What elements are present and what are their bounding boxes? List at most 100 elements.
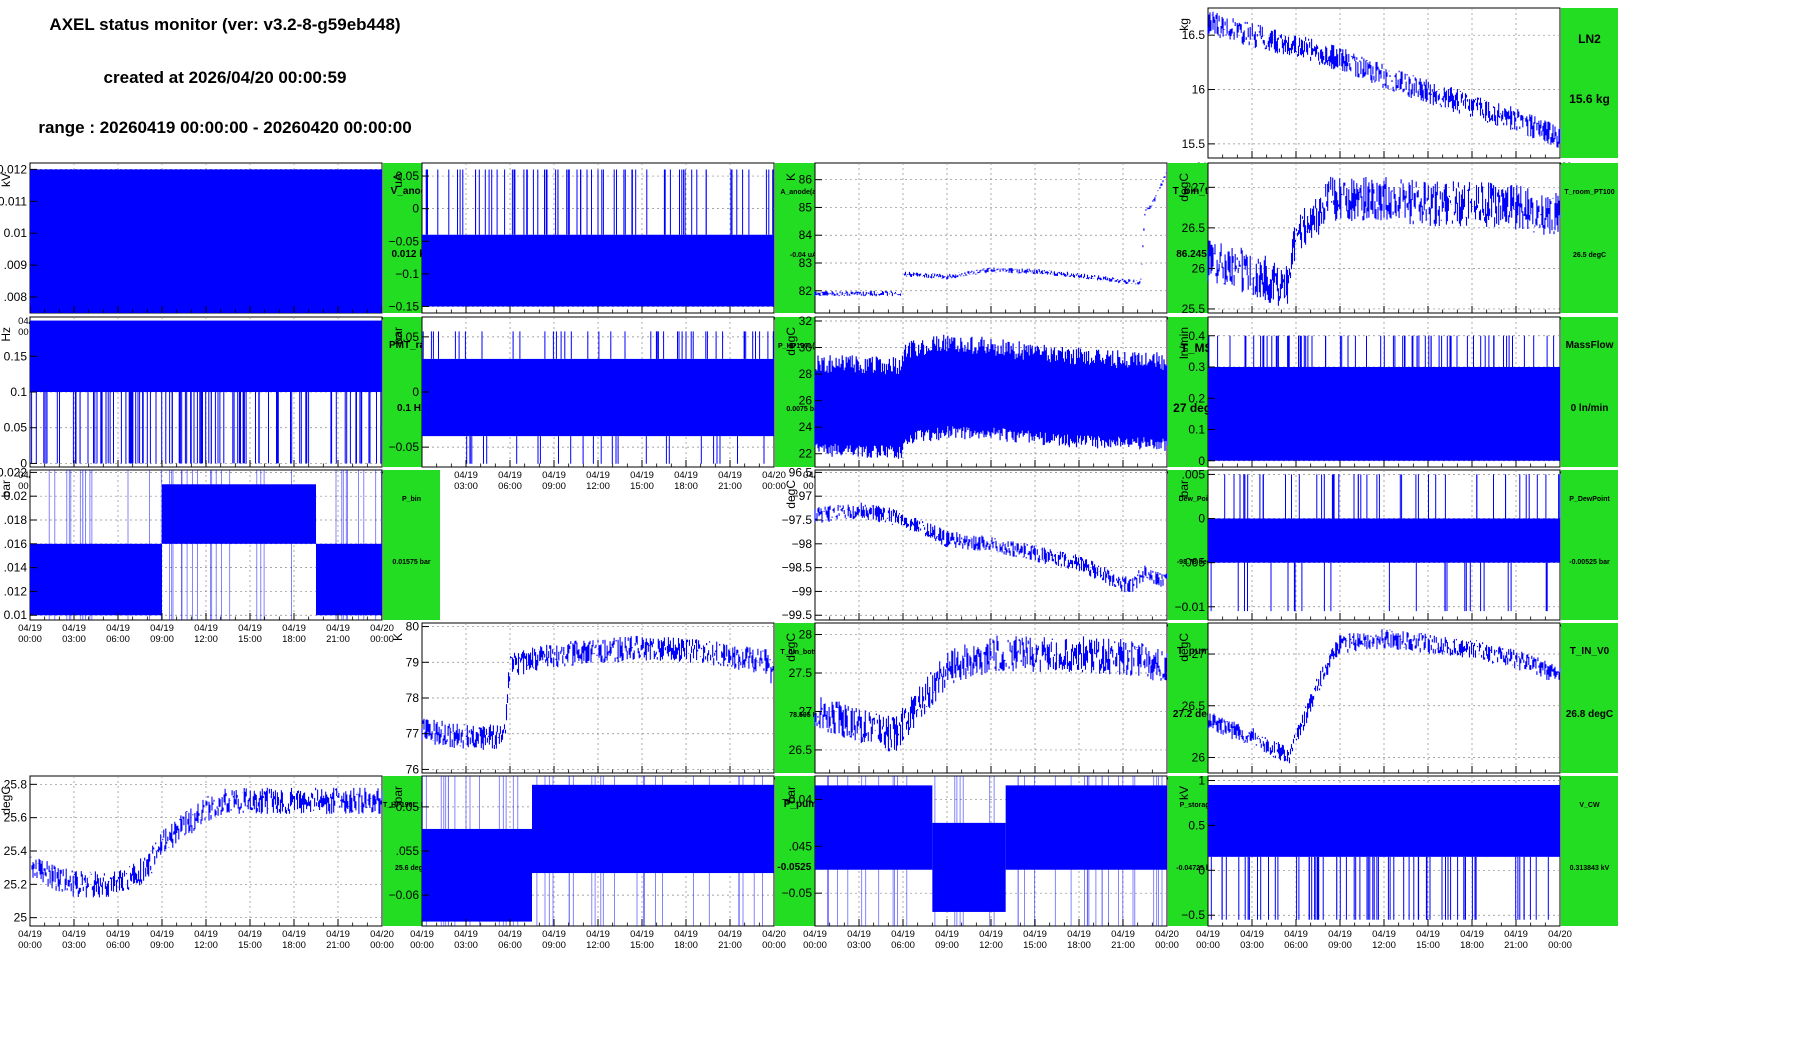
y-axis: 82 83 84 85 86 <box>799 173 822 298</box>
x-tick-date: 04/19 <box>1372 929 1396 940</box>
x-tick-date: 04/19 <box>542 929 566 940</box>
y-tick-label: 0.2 <box>1188 391 1205 405</box>
x-tick-date: 04/19 <box>1111 929 1135 940</box>
plot-T_pump: 26.52727.528degC04/1900:0004/1903:0004/1… <box>784 622 1179 798</box>
badge-value: 26.5 degC <box>1572 252 1607 259</box>
data-band <box>532 784 774 874</box>
plot-P_pump: −0.06.055−0.05bar04/1900:0004/1903:0004/… <box>389 775 786 951</box>
x-tick-date: 04/19 <box>586 929 610 940</box>
x-tick-date: 04/19 <box>106 623 130 634</box>
y-tick-label: −0.05 <box>389 234 420 248</box>
y-tick-label: .008 <box>4 290 28 304</box>
x-tick-time: 12:00 <box>194 940 218 951</box>
plot-P_bin: 0.01.012.014.016.0180.020.022bar04/1900:… <box>0 465 394 645</box>
y-tick-label: −0.5 <box>1181 908 1205 922</box>
x-tick-date: 04/20 <box>370 623 394 634</box>
y-tick-label: 0.15 <box>4 349 28 363</box>
data-trace <box>814 334 1168 459</box>
y-tick-label: −97 <box>792 489 813 503</box>
y-axis: −0.05 0 0.05 <box>389 330 429 454</box>
y-axis-label: kV <box>0 173 13 187</box>
y-tick-label: 0.022 <box>0 465 27 479</box>
x-tick-date: 04/19 <box>62 929 86 940</box>
grid <box>815 623 1167 773</box>
badge-name: T_room_PT100 <box>1564 189 1615 196</box>
x-tick-time: 00:00 <box>1548 940 1572 951</box>
badge-name: A_anode(adj.) <box>780 189 827 196</box>
x-axis: 04/1900:0004/1903:0004/1906:0004/1909:00… <box>18 919 394 951</box>
y-tick-label: 80 <box>406 620 420 634</box>
x-tick-time: 03:00 <box>847 940 871 951</box>
y-tick-label: 28 <box>799 367 813 381</box>
badge-value: 86.245 K <box>1176 249 1217 260</box>
data-band <box>30 320 382 392</box>
badge-value: 0.313843 kV <box>1569 865 1610 872</box>
y-tick-label: 27 <box>1192 180 1206 194</box>
y-tick-label: −0.1 <box>395 267 419 281</box>
badge-name: T_bin_top <box>1172 186 1221 197</box>
x-tick-date: 04/19 <box>674 470 698 481</box>
x-tick-time: 18:00 <box>674 940 698 951</box>
y-axis-label: bar <box>391 786 405 803</box>
plot-T_bin_bottom: 7677787980K04/1900:0004/1903:0004/1906:0… <box>391 620 786 798</box>
panel-P_bin: 0.01.012.014.016.018 0.02 0.022 bar 04/19 00:… <box>0 465 440 645</box>
data-band <box>932 822 1006 912</box>
range-label: range : 20260419 00:00:00 - 20260420 00:… <box>38 118 412 137</box>
x-tick-time: 21:00 <box>1111 940 1135 951</box>
data-band <box>1208 784 1560 857</box>
y-tick-label: 82 <box>799 284 813 298</box>
data-spikes <box>1208 335 1555 367</box>
y-tick-label: 77 <box>406 727 420 741</box>
y-axis: 25.5 26 26.5 27 <box>1182 180 1215 316</box>
x-tick-time: 03:00 <box>454 481 478 492</box>
badge-value: -0.04 uA <box>789 252 818 259</box>
series-MassFlow <box>1208 335 1560 461</box>
badge-name: T_MS <box>1180 341 1213 355</box>
series-P_pump <box>421 776 774 926</box>
plot-A_anode: −0.15−0.1−0.0500.05uA04/1900:0004/1903:0… <box>389 162 786 338</box>
y-axis: −99.5 −99 −98.5 −98 −97.5 −97 96.5 <box>782 465 822 622</box>
badge-value: 0.1 Hz <box>397 403 426 414</box>
data-spikes <box>425 169 774 235</box>
y-tick-label: 25.5 <box>1182 302 1206 316</box>
y-tick-label: −0.01 <box>1175 600 1206 614</box>
x-tick-date: 04/19 <box>1196 929 1220 940</box>
x-tick-date: 04/19 <box>1504 929 1528 940</box>
status-badge-T_room_PT100: T_room_PT100 26.5 degC <box>1561 163 1618 313</box>
y-axis: −0.15 −0.1 −0.05 0 0.05 <box>389 169 429 313</box>
x-tick-time: 21:00 <box>718 481 742 492</box>
badge-value: -0.00525 bar <box>1569 559 1610 566</box>
y-axis: −0.05 .045 −0.04 <box>782 792 822 900</box>
y-tick-label: 24 <box>799 420 813 434</box>
y-tick-label: 0 <box>1198 454 1205 468</box>
y-tick-label: 86 <box>799 173 813 187</box>
x-tick-time: 03:00 <box>1240 940 1264 951</box>
status-badge-V_CW: V_CW 0.313843 kV <box>1561 776 1618 926</box>
panel-T_bin_bottom: 7677787980K04/1900:0004/1903:0004/1906:0… <box>391 620 832 798</box>
data-trace <box>814 635 1168 752</box>
x-tick-time: 12:00 <box>1372 940 1396 951</box>
y-axis: 26 26.5 27 <box>1182 647 1215 764</box>
plot-P_storage: −0.05.045−0.04bar04/1900:0004/1903:0004/… <box>782 775 1179 951</box>
badge-name: PMT_rate <box>388 340 434 351</box>
x-tick-time: 00:00 <box>803 940 827 951</box>
y-tick-label: 22 <box>799 447 813 461</box>
x-tick-time: 06:00 <box>106 634 130 645</box>
x-tick-date: 04/19 <box>847 929 871 940</box>
x-tick-time: 00:00 <box>18 940 42 951</box>
x-tick-date: 04/19 <box>454 929 478 940</box>
series-V_anode <box>30 169 382 313</box>
y-tick-label: .014 <box>4 561 28 575</box>
y-tick-label: 0 <box>1198 512 1205 526</box>
x-tick-time: 00:00 <box>18 634 42 645</box>
x-tick-time: 18:00 <box>282 634 306 645</box>
data-band <box>422 828 532 922</box>
badge-name: T_pump <box>1177 646 1216 657</box>
panel-V_CW: −0.5 0 0.5 1 kV 04/19 00:00 04/19 03:00 04/19 06:0… <box>1177 773 1618 951</box>
y-tick-label: −0.05 <box>389 440 420 454</box>
x-tick-time: 12:00 <box>979 940 1003 951</box>
x-tick-date: 04/19 <box>238 929 262 940</box>
x-tick-date: 04/19 <box>194 623 218 634</box>
x-tick-time: 06:00 <box>891 940 915 951</box>
x-tick-date: 04/19 <box>238 623 262 634</box>
